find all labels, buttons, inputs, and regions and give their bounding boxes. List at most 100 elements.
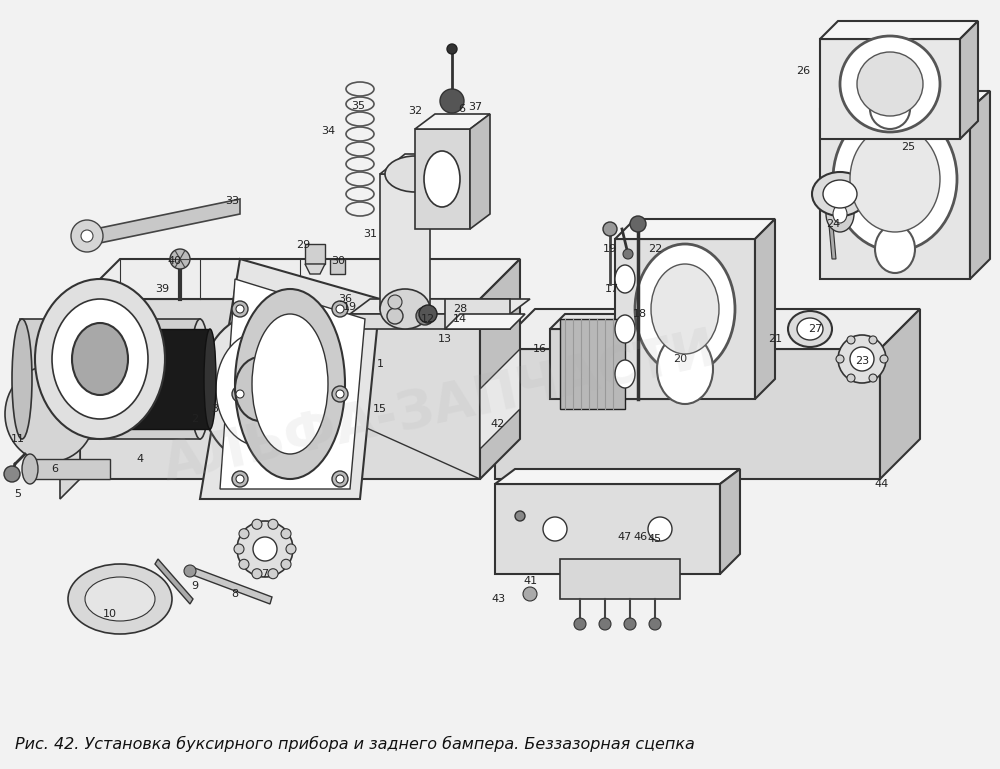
Polygon shape [30, 459, 110, 479]
Circle shape [440, 89, 464, 113]
Circle shape [232, 471, 248, 487]
Ellipse shape [833, 107, 957, 251]
Ellipse shape [385, 156, 445, 192]
Text: 3: 3 [212, 404, 218, 414]
Circle shape [268, 519, 278, 529]
Polygon shape [560, 559, 680, 599]
Ellipse shape [657, 334, 713, 404]
Text: 31: 31 [363, 229, 377, 239]
Circle shape [623, 249, 633, 259]
Polygon shape [200, 259, 380, 499]
Polygon shape [190, 567, 272, 604]
Ellipse shape [833, 205, 847, 223]
Ellipse shape [850, 126, 940, 232]
Text: 26: 26 [796, 66, 810, 76]
Circle shape [281, 559, 291, 569]
Polygon shape [495, 349, 880, 479]
Text: 5: 5 [14, 489, 22, 499]
Text: 17: 17 [605, 284, 619, 294]
Text: 9: 9 [191, 581, 199, 591]
Ellipse shape [252, 314, 328, 454]
Circle shape [447, 44, 457, 54]
Polygon shape [495, 469, 740, 484]
Polygon shape [755, 219, 775, 399]
Text: 35: 35 [351, 101, 365, 111]
Ellipse shape [870, 89, 910, 129]
Text: 21: 21 [768, 334, 782, 344]
Circle shape [603, 222, 617, 236]
Ellipse shape [615, 265, 635, 293]
Text: 45: 45 [648, 534, 662, 544]
Ellipse shape [22, 454, 38, 484]
Text: 19: 19 [343, 302, 357, 312]
Ellipse shape [875, 225, 915, 273]
Text: 43: 43 [491, 594, 505, 604]
Circle shape [237, 521, 293, 577]
Ellipse shape [826, 196, 854, 232]
Polygon shape [495, 309, 920, 349]
Ellipse shape [216, 332, 304, 446]
Ellipse shape [104, 329, 116, 429]
Ellipse shape [797, 318, 823, 340]
Circle shape [286, 544, 296, 554]
Text: АЛЬФА-ЗАПЧАСТИ: АЛЬФА-ЗАПЧАСТИ [158, 324, 722, 491]
Text: 34: 34 [321, 126, 335, 136]
Text: 12: 12 [421, 314, 435, 324]
Polygon shape [495, 484, 720, 574]
Circle shape [387, 308, 403, 324]
Polygon shape [350, 299, 530, 314]
Circle shape [332, 471, 348, 487]
Text: 28: 28 [453, 304, 467, 314]
Ellipse shape [72, 323, 128, 395]
Text: 2: 2 [191, 414, 199, 424]
Ellipse shape [857, 52, 923, 116]
Circle shape [838, 335, 886, 383]
Circle shape [336, 305, 344, 313]
Text: 20: 20 [673, 354, 687, 364]
Polygon shape [305, 264, 325, 274]
Circle shape [869, 336, 877, 344]
Text: 13: 13 [438, 334, 452, 344]
Text: 10: 10 [103, 609, 117, 619]
Ellipse shape [85, 577, 155, 621]
Circle shape [599, 618, 611, 630]
Ellipse shape [204, 329, 216, 429]
Circle shape [239, 559, 249, 569]
Text: 46: 46 [633, 532, 647, 542]
Polygon shape [110, 329, 210, 429]
Polygon shape [305, 244, 325, 264]
Ellipse shape [615, 315, 635, 343]
Circle shape [236, 475, 244, 483]
Circle shape [4, 466, 20, 482]
Polygon shape [350, 314, 510, 329]
Circle shape [268, 569, 278, 579]
Text: 18: 18 [633, 309, 647, 319]
Circle shape [332, 301, 348, 317]
Polygon shape [445, 299, 510, 329]
Text: 37: 37 [468, 102, 482, 112]
Polygon shape [880, 309, 920, 479]
Polygon shape [330, 259, 345, 274]
Text: 24: 24 [826, 219, 840, 229]
Polygon shape [480, 259, 520, 479]
Ellipse shape [235, 289, 345, 479]
Circle shape [253, 537, 277, 561]
Text: 44: 44 [875, 479, 889, 489]
Polygon shape [550, 314, 695, 329]
Polygon shape [80, 299, 480, 479]
Polygon shape [20, 319, 200, 439]
Circle shape [416, 307, 434, 325]
Circle shape [630, 216, 646, 232]
Polygon shape [470, 114, 490, 229]
Circle shape [234, 544, 244, 554]
Ellipse shape [788, 311, 832, 347]
Circle shape [847, 374, 855, 382]
Polygon shape [820, 91, 990, 109]
Polygon shape [820, 21, 978, 39]
Ellipse shape [380, 289, 430, 329]
Ellipse shape [823, 180, 857, 208]
Circle shape [419, 305, 437, 323]
Circle shape [71, 220, 103, 252]
Text: 14: 14 [453, 314, 467, 324]
Circle shape [543, 517, 567, 541]
